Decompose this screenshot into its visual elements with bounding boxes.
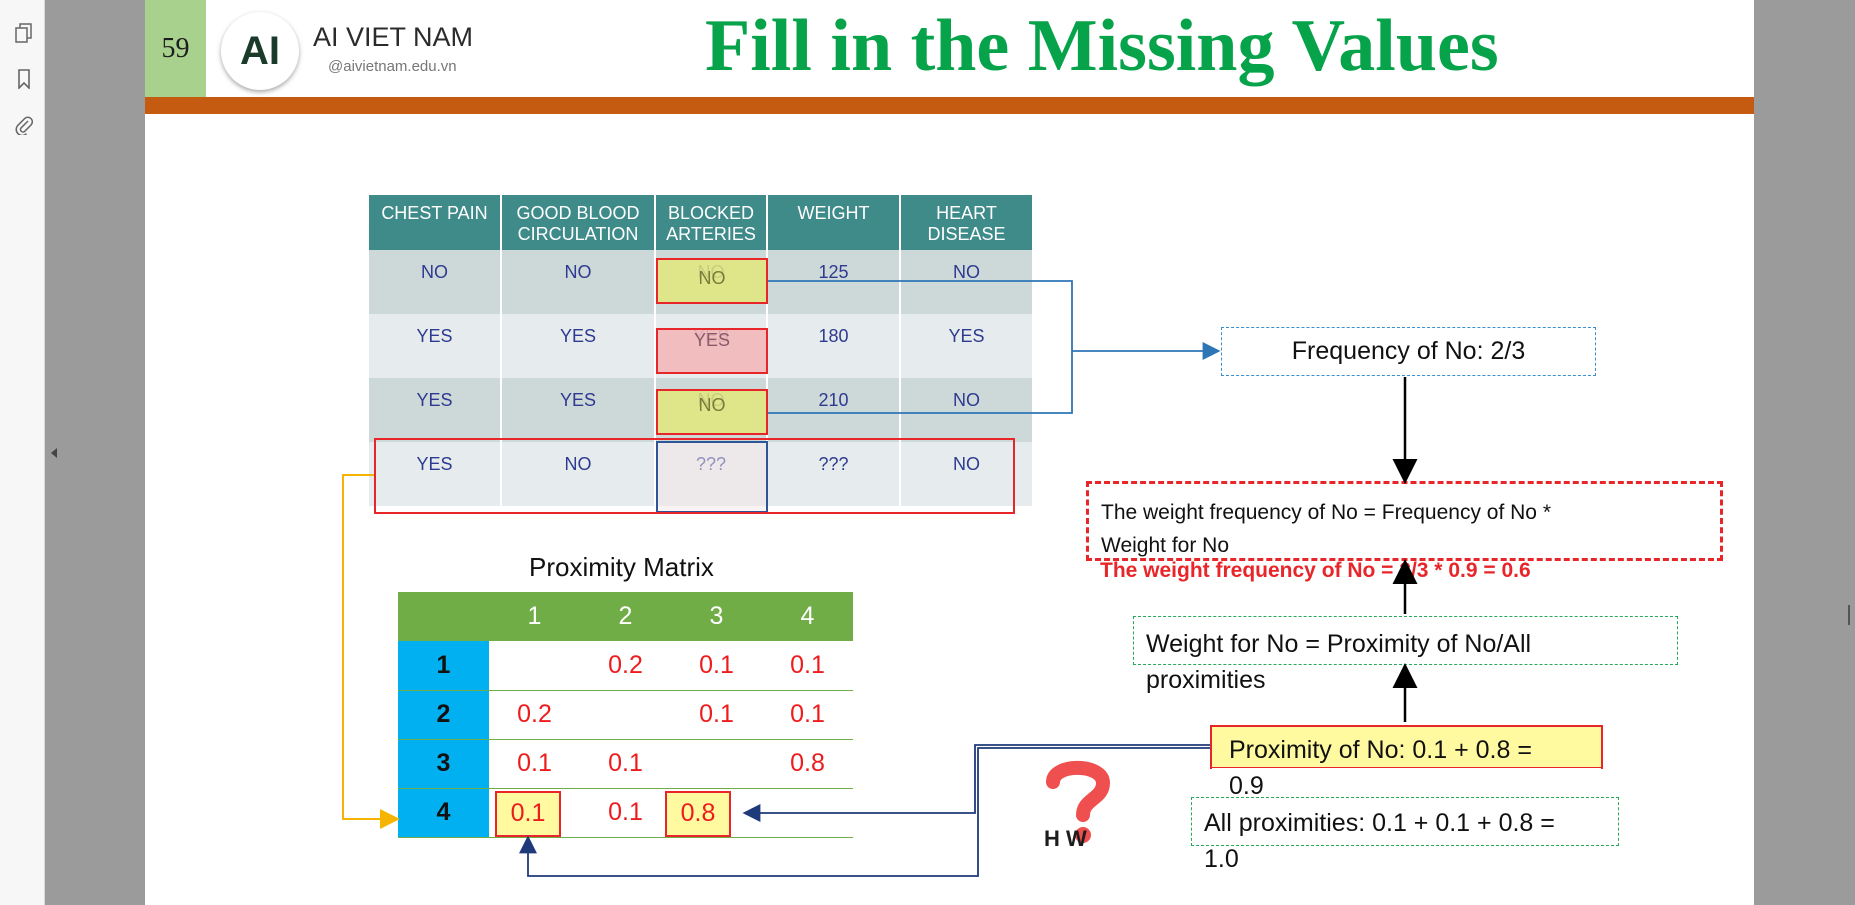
table-row: YES NO ??? ??? NO [369, 442, 1034, 506]
table-cell: YES [369, 314, 502, 378]
page-number: 59 [145, 0, 206, 97]
connector-arrow [742, 744, 1210, 822]
blocked-no-3-label: NO [698, 395, 726, 415]
viewer-sidebar [0, 0, 45, 905]
highlight-no-row3 [656, 389, 768, 435]
highlight-no-row1 [656, 258, 768, 304]
header-bar [145, 97, 1754, 114]
matrix-cell: 0.1 [580, 788, 671, 838]
brand-name: AI VIET NAM [313, 22, 474, 52]
connector-line [768, 351, 1073, 414]
header-heart-disease: HEART DISEASE [900, 195, 1034, 250]
matrix-corner [398, 592, 489, 641]
connector-line [768, 280, 1073, 351]
matrix-row-header: 4 [398, 788, 489, 838]
table-cell: 180 [767, 314, 901, 378]
matrix-cell [580, 690, 671, 740]
how-label: H W [1044, 826, 1087, 850]
matrix-cell: 0.1 [671, 690, 762, 740]
all-proximities-box: All proximities: 0.1 + 0.1 + 0.8 = 1.0 [1191, 797, 1619, 873]
missing-weight-cell: ??? [767, 442, 901, 506]
weighted-formula-line2: Weight for No [1101, 534, 1229, 557]
matrix-row-header: 2 [398, 690, 489, 740]
connector-arrow [519, 747, 1210, 877]
matrix-cell [671, 739, 762, 789]
table-cell: NO [501, 250, 656, 314]
table-cell: NO [501, 442, 656, 506]
brand-url: @aivietnam.edu.vn [328, 58, 457, 75]
logo: AI [221, 12, 299, 90]
attachment-icon[interactable] [13, 114, 35, 136]
blocked-yes-label: YES [693, 330, 731, 350]
matrix-col-header: 3 [671, 592, 762, 641]
matrix-row: 2 0.2 0.1 0.1 [398, 690, 853, 740]
data-table-header: CHEST PAIN GOOD BLOOD CIRCULATION BLOCKED… [369, 195, 1034, 250]
weight-for-no-line1: Weight for No = Proximity of No/All [1146, 630, 1532, 658]
table-cell: YES [501, 314, 656, 378]
table-cell: NO [900, 442, 1034, 506]
connector-arrow [342, 474, 400, 829]
matrix-cell: 0.1 [580, 739, 671, 789]
collapse-arrow-icon[interactable] [48, 445, 60, 461]
proximity-matrix: 1 2 3 4 1 0.2 0.1 0.1 2 0.2 0.1 0.1 3 0.… [398, 592, 853, 838]
bookmark-icon[interactable] [13, 68, 35, 90]
matrix-cell: 0.1 [762, 641, 853, 691]
matrix-row: 1 0.2 0.1 0.1 [398, 641, 853, 691]
proximity-of-no-line2: 0.9 [1212, 768, 1601, 804]
table-cell: NO [900, 378, 1034, 442]
table-row: YES YES YES 180 YES [369, 314, 1034, 378]
weighted-formula-line1: The weight frequency of No = Frequency o… [1101, 501, 1551, 524]
matrix-col-header: 4 [762, 592, 853, 641]
matrix-cell: 0.1 [762, 690, 853, 740]
table-cell: 125 [767, 250, 901, 314]
viewer-scroll-area [1755, 0, 1855, 905]
frequency-box: Frequency of No: 2/3 [1221, 327, 1596, 376]
matrix-cell: 0.1 [489, 739, 580, 789]
data-table: CHEST PAIN GOOD BLOOD CIRCULATION BLOCKED… [369, 195, 1034, 506]
matrix-cell: 0.1 [671, 641, 762, 691]
matrix-col-header: 1 [489, 592, 580, 641]
matrix-highlight-cell: 0.8 [665, 790, 731, 837]
matrix-row-header: 1 [398, 641, 489, 691]
table-cell: YES [369, 442, 502, 506]
question-icon: H W [1043, 755, 1113, 851]
table-cell: NO [369, 250, 502, 314]
missing-blocked-arteries-cell: ??? [655, 442, 768, 506]
blocked-no-1-label: NO [698, 268, 726, 288]
weighted-result: The weight frequency of No = 2/3 * 0.9 =… [1100, 559, 1531, 582]
proximity-of-no-box: Proximity of No: 0.1 + 0.8 = 0.9 [1210, 725, 1603, 804]
missing-row-outline [374, 438, 1015, 514]
matrix-header-row: 1 2 3 4 [398, 592, 853, 641]
proximity-of-no-line1: Proximity of No: 0.1 + 0.8 = [1229, 736, 1532, 764]
all-proximities-line1: All proximities: 0.1 + 0.1 + 0.8 = [1204, 809, 1555, 837]
table-cell: 210 [767, 378, 901, 442]
slide-title: Fill in the Missing Values [705, 5, 1499, 87]
scrollbar-handle[interactable] [1848, 605, 1850, 625]
header-chest-pain: CHEST PAIN [369, 195, 502, 250]
matrix-cell-highlighted: 0.8 [665, 788, 762, 838]
table-cell: YES [900, 314, 1034, 378]
matrix-col-header: 2 [580, 592, 671, 641]
connector-arrows [342, 280, 1418, 877]
matrix-cell: 0.2 [489, 690, 580, 740]
matrix-cell: 0.2 [580, 641, 671, 691]
matrix-row-header: 3 [398, 739, 489, 789]
header-blocked-arteries: BLOCKED ARTERIES [655, 195, 768, 250]
proximity-matrix-title: Proximity Matrix [529, 552, 714, 582]
table-cell: YES [501, 378, 656, 442]
header-good-blood-circulation: GOOD BLOOD CIRCULATION [501, 195, 656, 250]
table-cell: YES [369, 378, 502, 442]
table-cell: NO [900, 250, 1034, 314]
pages-icon[interactable] [13, 22, 35, 44]
table-row: YES YES NO 210 NO [369, 378, 1034, 442]
header-weight: WEIGHT [767, 195, 901, 250]
matrix-cell [489, 641, 580, 691]
matrix-cell: 0.8 [762, 739, 853, 789]
weight-for-no-line2: proximities [1146, 666, 1266, 694]
matrix-row: 3 0.1 0.1 0.8 [398, 739, 853, 789]
slide: 59 AI AI VIET NAM @aivietnam.edu.vn Fill… [145, 0, 1754, 905]
all-proximities-line2: 1.0 [1204, 845, 1239, 873]
highlight-yes-row2 [656, 328, 768, 374]
